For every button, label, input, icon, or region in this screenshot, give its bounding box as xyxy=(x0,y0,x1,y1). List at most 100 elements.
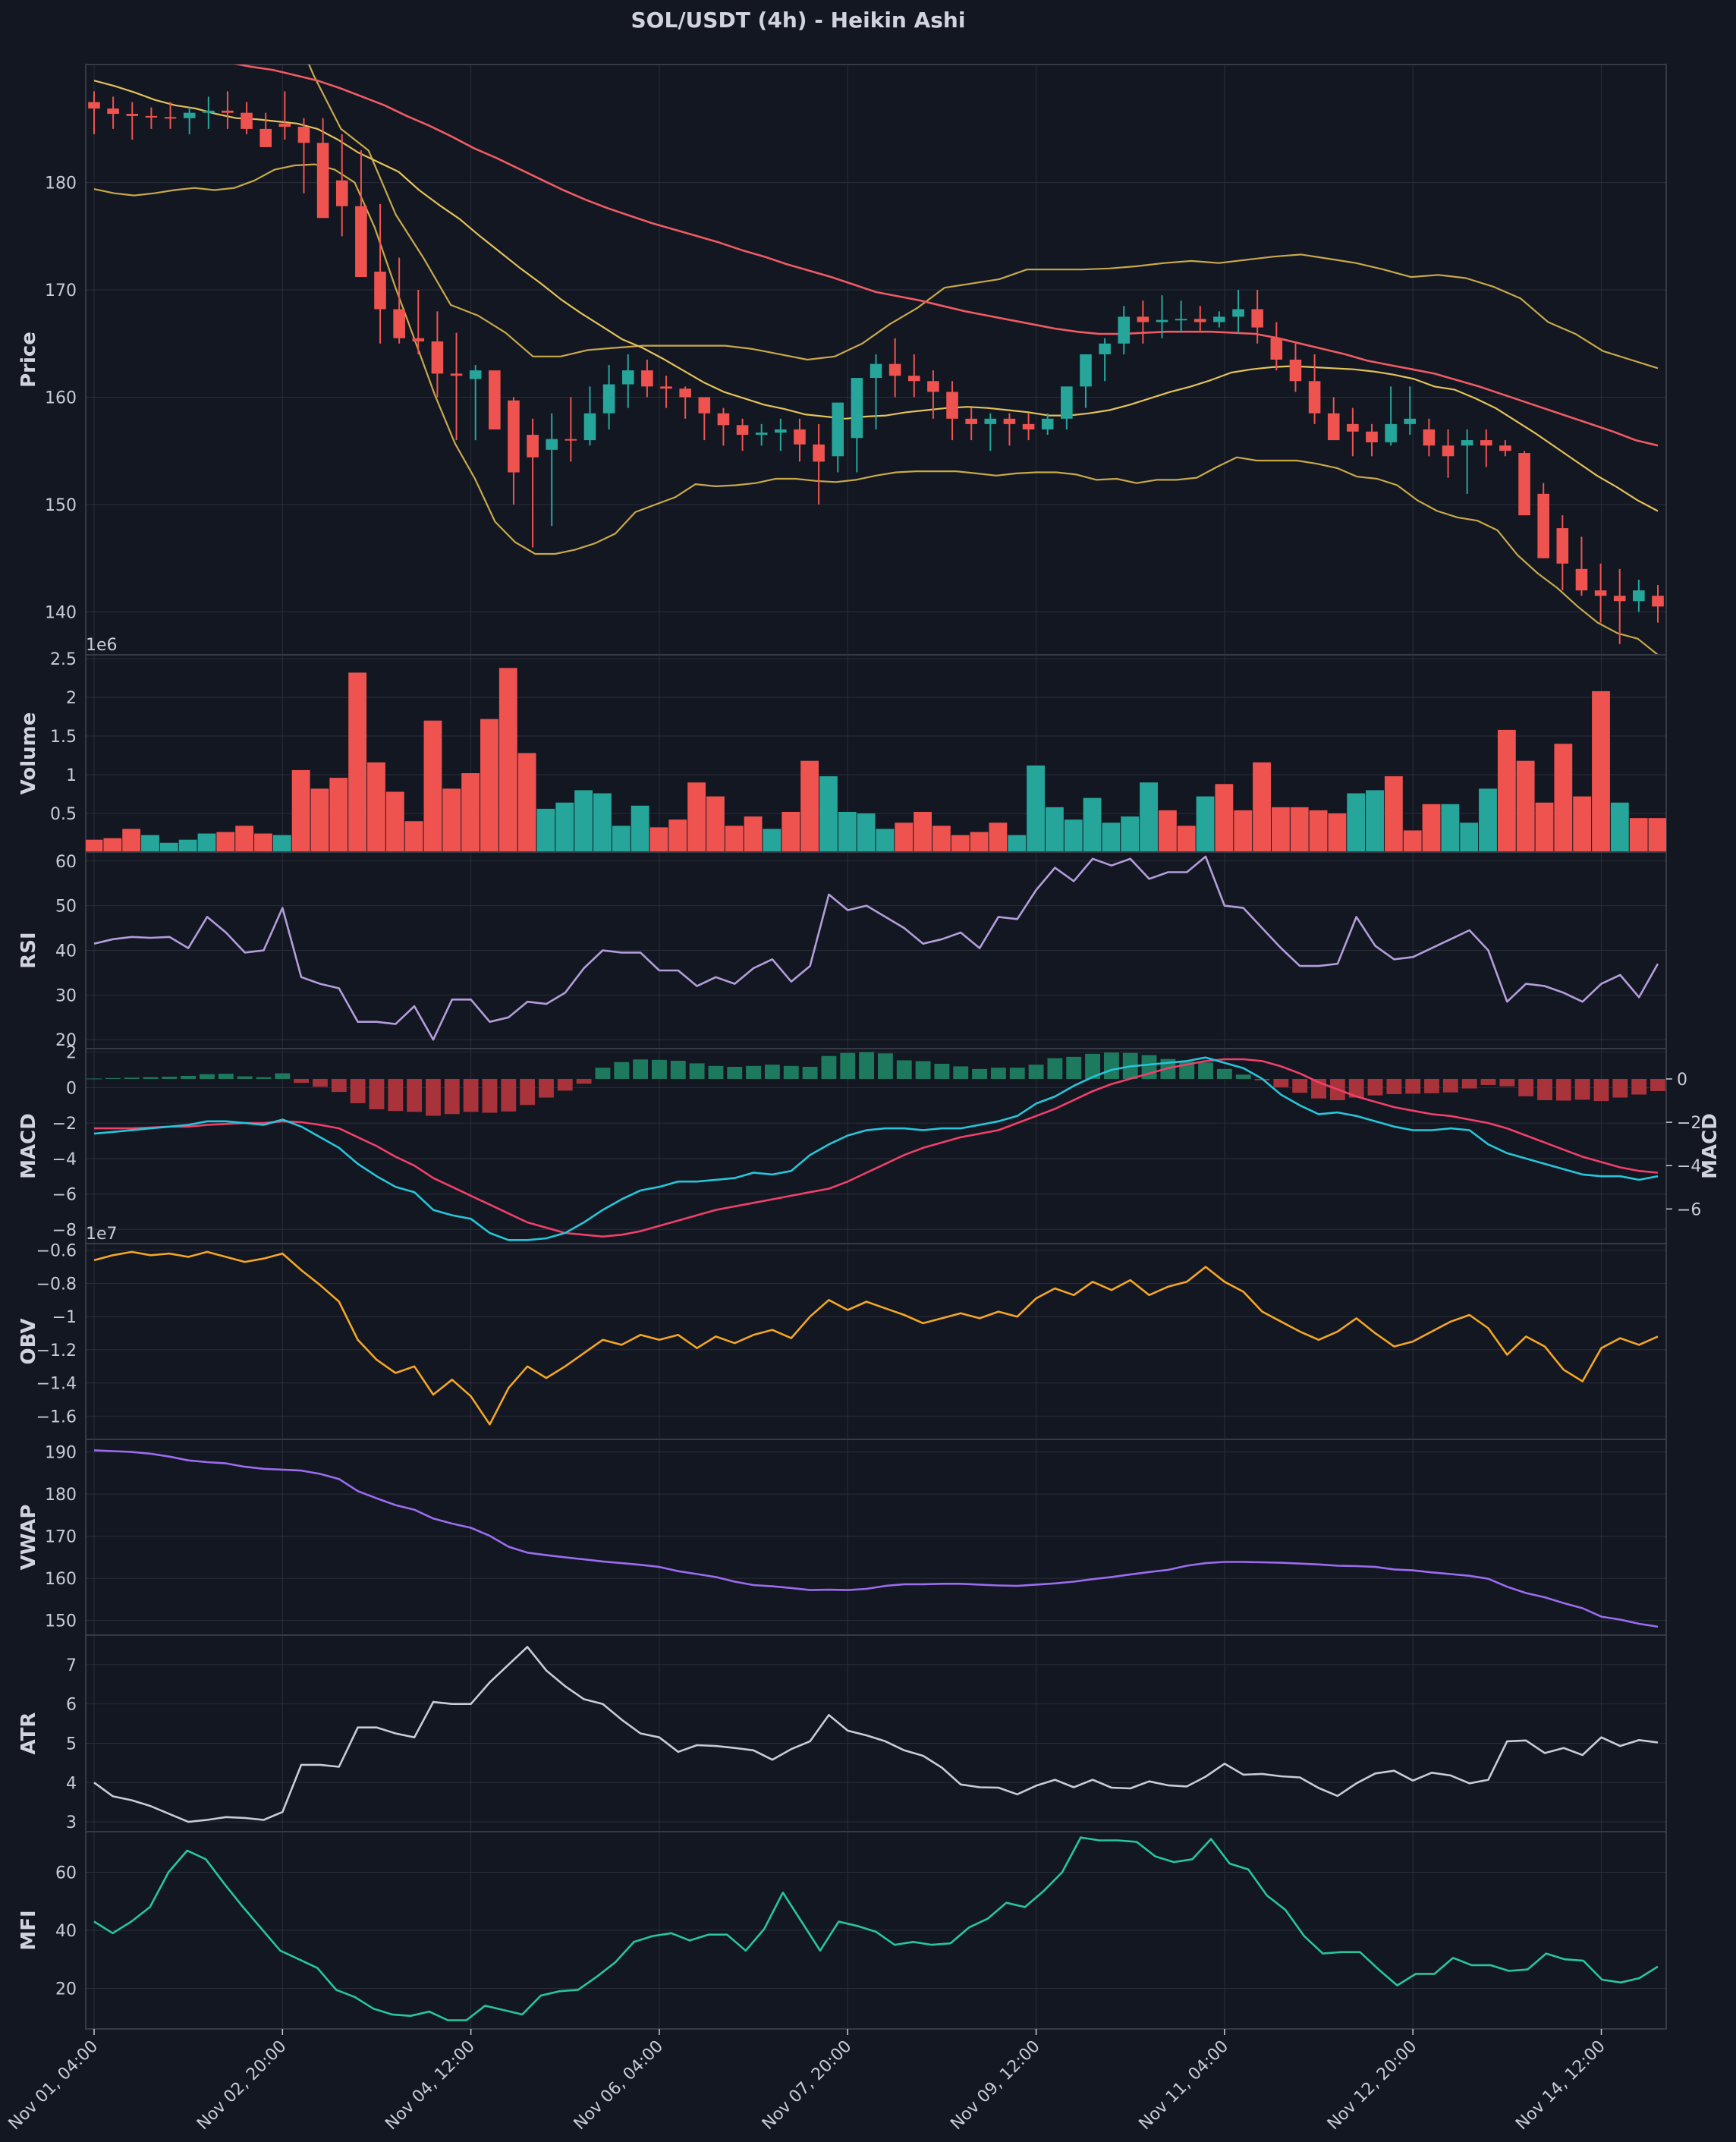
macd-histogram-bar xyxy=(990,1068,1006,1079)
macd-histogram-bar xyxy=(294,1078,310,1084)
candle-body xyxy=(126,114,139,116)
rsi-grid xyxy=(86,852,1666,1049)
volume-bar xyxy=(1045,807,1064,852)
macd-histogram-bar xyxy=(670,1060,686,1079)
volume-bar xyxy=(687,782,706,852)
candle-body xyxy=(355,206,367,278)
macd-ylabel: MACD xyxy=(17,1113,40,1179)
volume-bar xyxy=(367,762,385,852)
vwap-line xyxy=(93,1449,1659,1628)
macd-histogram-bar xyxy=(1631,1078,1647,1095)
volume-bar xyxy=(1121,816,1140,852)
volume-bar xyxy=(800,760,819,852)
macd-tick-label: −4 xyxy=(52,1150,77,1169)
rsi-tick-label: 30 xyxy=(55,986,77,1005)
volume-bar xyxy=(1479,788,1497,852)
volume-tick-label: 2.5 xyxy=(50,650,77,669)
volume-bar xyxy=(1516,760,1535,852)
volume-bar xyxy=(668,819,687,852)
volume-bar xyxy=(159,842,178,852)
candle-body xyxy=(1175,319,1187,321)
volume-bar xyxy=(1573,796,1592,852)
candle-body xyxy=(259,128,272,147)
macd-histogram-bar xyxy=(1066,1056,1082,1079)
candle-body xyxy=(1194,319,1206,322)
macd-histogram-bar xyxy=(1292,1078,1308,1093)
volume-bar xyxy=(141,835,159,852)
volume-bar xyxy=(536,808,555,852)
volume-bar xyxy=(574,790,593,852)
rsi-tick-label: 60 xyxy=(55,853,77,872)
volume-bar xyxy=(1384,776,1403,852)
macd-right-tick-label: −2 xyxy=(1677,1114,1701,1133)
atr-tick-label: 4 xyxy=(66,1774,77,1793)
vwap-tick-label: 190 xyxy=(45,1444,77,1463)
mfi-panel: 20 40 60 MFI xyxy=(17,1831,1667,2030)
vwap-grid xyxy=(86,1439,1666,1635)
macd-histogram-bar xyxy=(105,1077,121,1079)
candle-body xyxy=(1022,423,1035,429)
macd-histogram-bar xyxy=(652,1059,667,1079)
volume-bar xyxy=(1592,690,1610,852)
volume-bar xyxy=(782,811,800,852)
volume-bar xyxy=(1196,796,1215,852)
macd-histogram-bar xyxy=(86,1078,102,1080)
macd-histogram-bar xyxy=(275,1073,291,1079)
volume-bar xyxy=(348,672,367,852)
volume-bar xyxy=(1083,797,1102,852)
macd-histogram-bar xyxy=(520,1078,536,1106)
macd-histogram-bar xyxy=(162,1077,178,1079)
macd-histogram-bar xyxy=(200,1074,215,1079)
candle-body xyxy=(1118,316,1131,344)
candle-body xyxy=(927,381,939,392)
mfi-tick-label: 20 xyxy=(55,1980,77,1999)
candle-body xyxy=(1156,319,1168,322)
candle-body xyxy=(717,413,730,426)
candle-body xyxy=(450,373,463,376)
macd-histogram-bar xyxy=(1009,1068,1025,1079)
candle-body xyxy=(527,435,539,458)
macd-histogram-bar xyxy=(313,1078,328,1087)
macd-histogram-bar xyxy=(689,1063,705,1079)
volume-bar xyxy=(857,813,876,852)
volume-bar xyxy=(385,791,404,852)
bollinger-lower-line xyxy=(93,163,1659,655)
macd-histogram-bar xyxy=(557,1078,573,1091)
atr-line xyxy=(93,1646,1659,1823)
macd-histogram-bar xyxy=(1198,1062,1213,1079)
candle-body xyxy=(1347,423,1359,432)
price-plot xyxy=(88,64,1664,655)
volume-bar xyxy=(404,821,423,852)
candle-body xyxy=(1366,431,1378,442)
macd-histogram-bar xyxy=(1424,1078,1439,1093)
volume-plot xyxy=(86,668,1666,852)
macd-right-ylabel: MACD xyxy=(1699,1113,1722,1179)
candle-body xyxy=(1575,568,1588,591)
macd-histogram-bar xyxy=(783,1065,799,1079)
candle-body xyxy=(1594,590,1607,596)
macd-histogram-bar xyxy=(463,1078,479,1112)
volume-bar xyxy=(1422,804,1441,852)
volume-bar xyxy=(1158,810,1177,852)
volume-bar xyxy=(1309,810,1328,852)
macd-histogram-bar xyxy=(1273,1078,1289,1087)
candle-body xyxy=(794,429,806,445)
volume-bar xyxy=(1629,818,1648,852)
volume-bar xyxy=(1366,790,1384,852)
volume-bar xyxy=(819,776,838,852)
candle-body xyxy=(698,397,711,414)
volume-bar xyxy=(914,811,932,852)
atr-tick-label: 5 xyxy=(66,1735,77,1754)
candle-body xyxy=(107,108,119,115)
macd-histogram-bar xyxy=(444,1078,460,1115)
candle-body xyxy=(1461,440,1473,446)
macd-histogram-bar xyxy=(426,1078,441,1116)
volume-bar xyxy=(1271,807,1290,852)
macd-histogram-bar xyxy=(331,1078,347,1093)
candle-body xyxy=(222,110,234,113)
volume-bar xyxy=(1535,802,1554,852)
macd-histogram-bar xyxy=(350,1078,366,1103)
macd-histogram-bar xyxy=(1612,1078,1628,1098)
vwap-tick-label: 180 xyxy=(45,1486,77,1505)
candle-body xyxy=(241,112,253,129)
